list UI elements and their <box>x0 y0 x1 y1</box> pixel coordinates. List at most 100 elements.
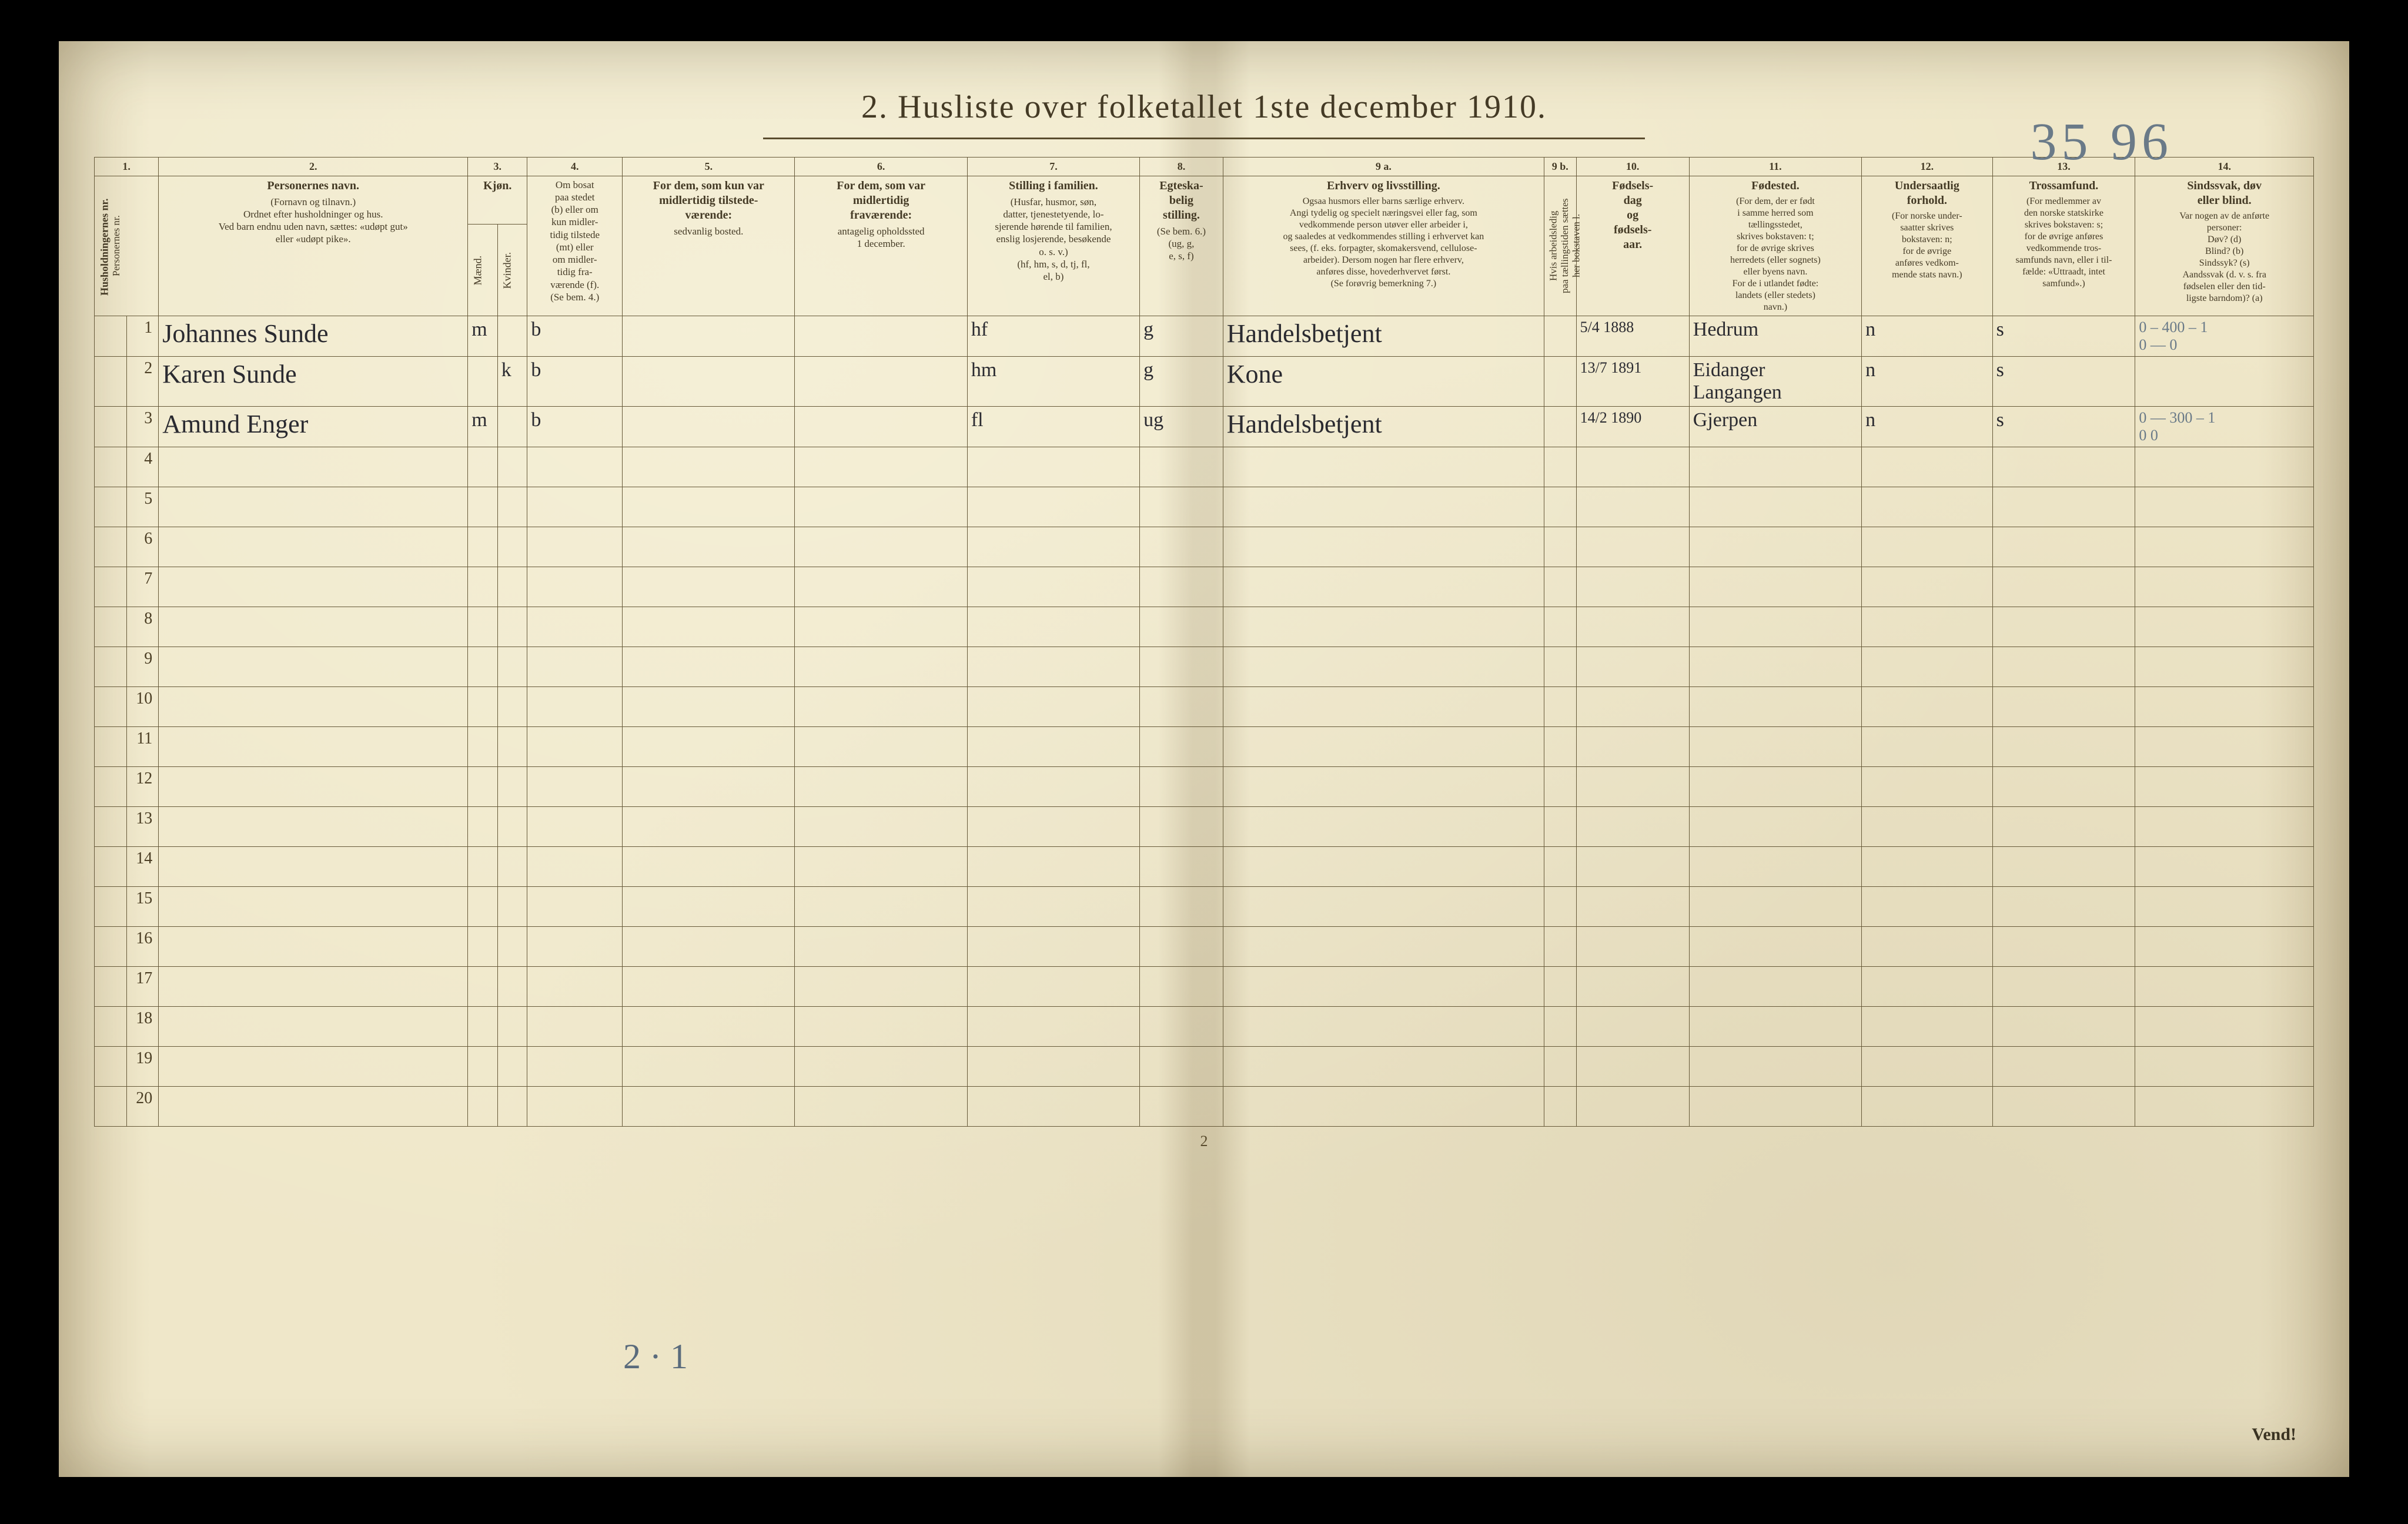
cell-faith <box>1992 766 2135 806</box>
cell-family-pos <box>967 1086 1139 1126</box>
colnum-1: 1. <box>95 158 159 176</box>
cell-sex-k <box>497 316 527 356</box>
cell-birthplace <box>1689 1046 1861 1086</box>
cell-faith <box>1992 926 2135 966</box>
cell-name <box>159 527 468 567</box>
cell-nationality <box>1862 647 1993 686</box>
cell-birthplace <box>1689 1086 1861 1126</box>
cell-person-nr: 19 <box>126 1046 159 1086</box>
cell-disability <box>2135 886 2314 926</box>
cell-disability <box>2135 926 2314 966</box>
colnum-11: 11. <box>1689 158 1861 176</box>
cell-birth <box>1576 846 1689 886</box>
cell-household-nr <box>95 926 127 966</box>
cell-sex-m: m <box>468 406 498 447</box>
cell-name <box>159 806 468 846</box>
cell-residence <box>527 527 623 567</box>
cell-disability <box>2135 487 2314 527</box>
cell-birthplace <box>1689 607 1861 647</box>
cell-birth <box>1576 567 1689 607</box>
cell-residence <box>527 966 623 1006</box>
table-row: 20 <box>95 1086 2314 1126</box>
cell-sex-m <box>468 966 498 1006</box>
table-row: 15 <box>95 886 2314 926</box>
cell-household-nr <box>95 766 127 806</box>
cell-name <box>159 846 468 886</box>
cell-family-pos <box>967 447 1139 487</box>
cell-household-nr <box>95 686 127 726</box>
cell-temp-absent <box>795 487 967 527</box>
cell-residence <box>527 607 623 647</box>
cell-occupation <box>1223 926 1544 966</box>
cell-birthplace <box>1689 686 1861 726</box>
cell-residence <box>527 1046 623 1086</box>
cell-occupation <box>1223 647 1544 686</box>
cell-sex-m <box>468 846 498 886</box>
cell-nationality <box>1862 806 1993 846</box>
cell-temp-present <box>623 686 795 726</box>
cell-temp-present <box>623 316 795 356</box>
cell-nationality <box>1862 607 1993 647</box>
cell-unemployed <box>1544 966 1576 1006</box>
cell-temp-present <box>623 966 795 1006</box>
cell-household-nr <box>95 1046 127 1086</box>
cell-faith <box>1992 567 2135 607</box>
cell-disability <box>2135 607 2314 647</box>
cell-name <box>159 567 468 607</box>
cell-sex-m <box>468 886 498 926</box>
cell-occupation <box>1223 846 1544 886</box>
paper-sheet: 35 96 2. Husliste over folketallet 1ste … <box>59 41 2349 1477</box>
head-3m: Mænd. <box>468 225 498 316</box>
table-row: 5 <box>95 487 2314 527</box>
cell-disability: 0 — 300 – 1 0 0 <box>2135 406 2314 447</box>
cell-occupation <box>1223 886 1544 926</box>
cell-faith <box>1992 527 2135 567</box>
cell-residence <box>527 886 623 926</box>
cell-nationality: n <box>1862 316 1993 356</box>
cell-sex-k <box>497 406 527 447</box>
vend-label: Vend! <box>2252 1425 2296 1445</box>
cell-occupation <box>1223 966 1544 1006</box>
head-9a: Erhverv og livsstilling. Ogsaa husmors e… <box>1223 176 1544 316</box>
cell-birthplace <box>1689 886 1861 926</box>
colnum-9a: 9 a. <box>1223 158 1544 176</box>
cell-temp-absent <box>795 527 967 567</box>
cell-household-nr <box>95 1006 127 1046</box>
cell-nationality <box>1862 527 1993 567</box>
cell-temp-present <box>623 1006 795 1046</box>
cell-temp-present <box>623 447 795 487</box>
cell-family-pos <box>967 966 1139 1006</box>
cell-occupation <box>1223 686 1544 726</box>
cell-name: Amund Enger <box>159 406 468 447</box>
cell-temp-absent <box>795 1046 967 1086</box>
cell-person-nr: 8 <box>126 607 159 647</box>
colnum-5: 5. <box>623 158 795 176</box>
cell-family-pos <box>967 846 1139 886</box>
cell-faith <box>1992 447 2135 487</box>
cell-name <box>159 686 468 726</box>
cell-name <box>159 487 468 527</box>
cell-nationality <box>1862 1086 1993 1126</box>
table-row: 14 <box>95 846 2314 886</box>
cell-occupation <box>1223 806 1544 846</box>
cell-person-nr: 16 <box>126 926 159 966</box>
cell-person-nr: 13 <box>126 806 159 846</box>
cell-birthplace <box>1689 487 1861 527</box>
cell-faith <box>1992 886 2135 926</box>
cell-family-pos <box>967 567 1139 607</box>
cell-family-pos <box>967 686 1139 726</box>
table-row: 4 <box>95 447 2314 487</box>
cell-birthplace <box>1689 806 1861 846</box>
cell-disability <box>2135 356 2314 406</box>
cell-birthplace <box>1689 447 1861 487</box>
cell-residence <box>527 766 623 806</box>
colnum-9b: 9 b. <box>1544 158 1576 176</box>
cell-faith <box>1992 726 2135 766</box>
cell-family-pos: hf <box>967 316 1139 356</box>
cell-household-nr <box>95 487 127 527</box>
cell-marital <box>1140 686 1223 726</box>
cell-birthplace <box>1689 647 1861 686</box>
cell-sex-k <box>497 447 527 487</box>
table-row: 10 <box>95 686 2314 726</box>
cell-unemployed <box>1544 567 1576 607</box>
